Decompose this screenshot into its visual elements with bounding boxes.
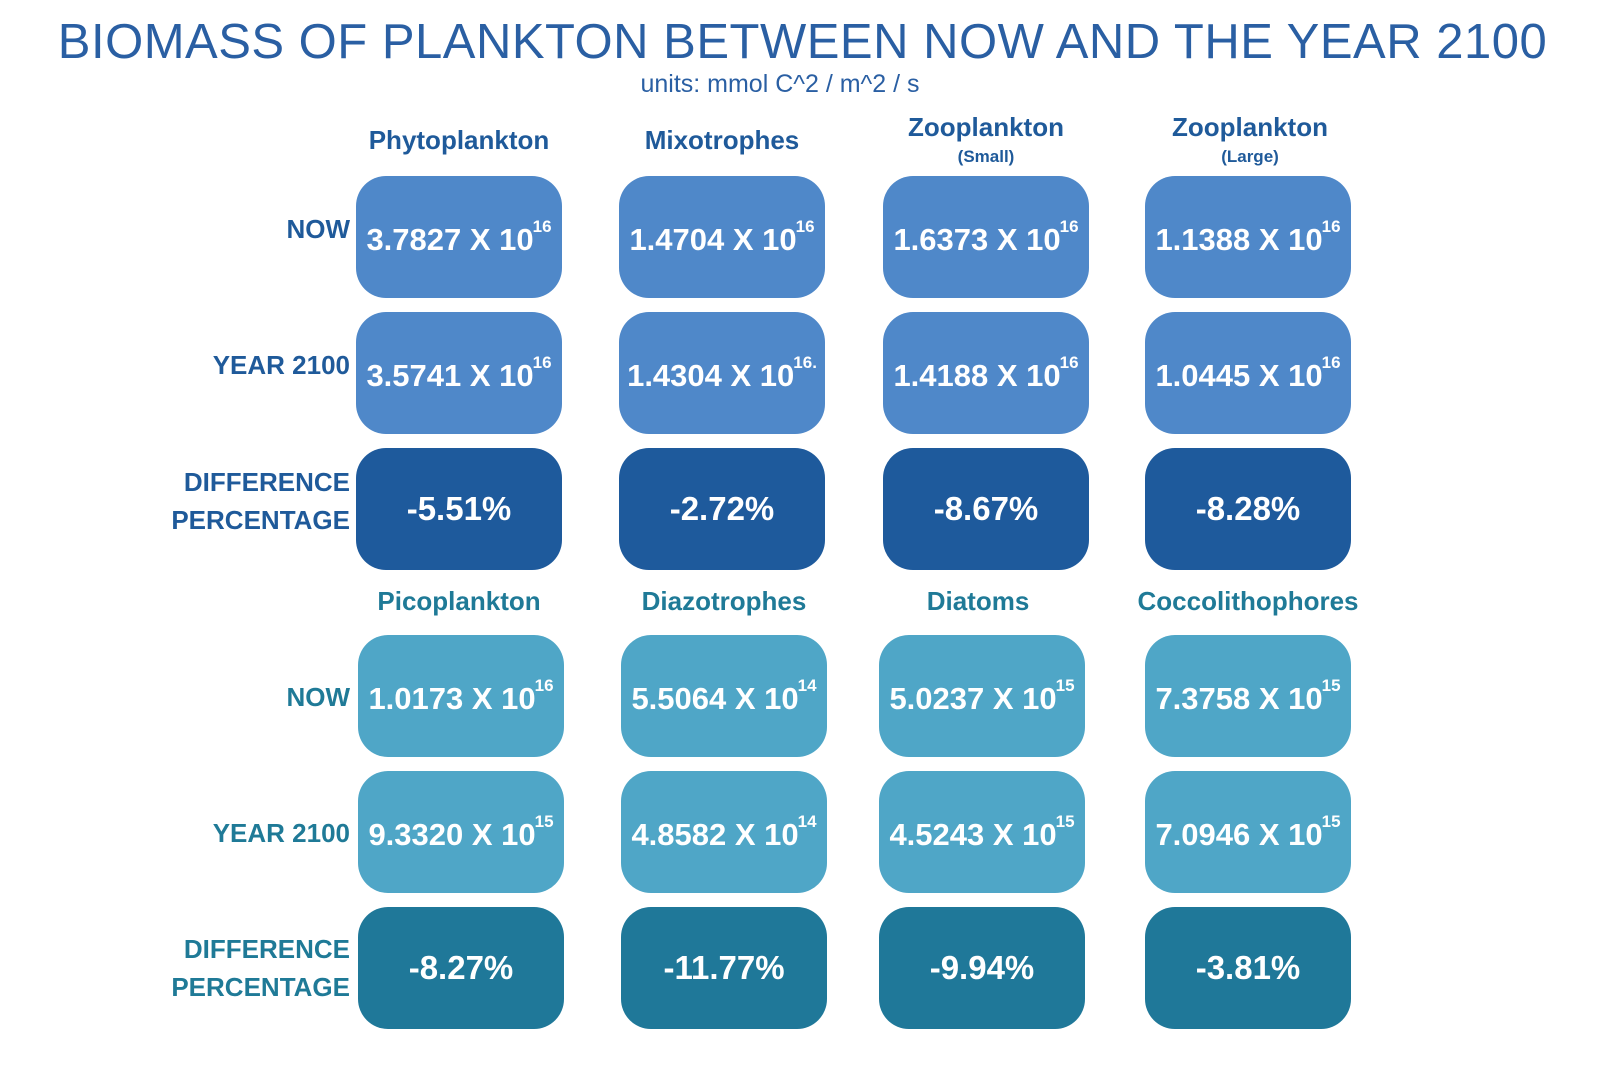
units-subtitle: units: mmol C^2 / m^2 / s [640, 70, 920, 98]
cell-picoplankton-2100: 9.3320 X 1015 [358, 771, 564, 893]
row-label-difference-2: DIFFERENCE PERCENTAGE [171, 934, 350, 1002]
cell-phytoplankton-2100: 3.5741 X 1016 [356, 312, 562, 434]
row-label-now-2: NOW [286, 682, 350, 712]
cell-coccolithophores-2100: 7.0946 X 1015 [1145, 771, 1351, 893]
col-subheader-small: (Small) [957, 147, 1015, 166]
col-header-diatoms: Diatoms [926, 586, 1030, 616]
cell-diazotrophes-diff: -11.77% [621, 907, 827, 1029]
col-header-zooplankton-small: Zooplankton (Small) [841, 112, 1131, 167]
row-label-difference: DIFFERENCE PERCENTAGE [171, 467, 350, 535]
col-header-zooplankton-large: Zooplankton (Large) [1105, 112, 1395, 167]
cell-diatoms-2100: 4.5243 X 1015 [879, 771, 1085, 893]
cell-mixotrophes-2100: 1.4304 X 1016. [619, 312, 825, 434]
cell-mixotrophes-diff: -2.72% [619, 448, 825, 570]
col-header-mixotrophes: Mixotrophes [644, 125, 800, 155]
cell-coccolithophores-now: 7.3758 X 1015 [1145, 635, 1351, 757]
page-title: BIOMASS OF PLANKTON BETWEEN NOW AND THE … [57, 15, 1548, 69]
col-header-picoplankton: Picoplankton [377, 586, 541, 616]
cell-diazotrophes-now: 5.5064 X 1014 [621, 635, 827, 757]
cell-zooplankton-large-diff: -8.28% [1145, 448, 1351, 570]
row-label-year-2100: YEAR 2100 [212, 350, 350, 380]
cell-diazotrophes-2100: 4.8582 X 1014 [621, 771, 827, 893]
col-header-coccolithophores: Coccolithophores [1137, 586, 1359, 616]
cell-zooplankton-large-now: 1.1388 X 1016 [1145, 176, 1351, 298]
cell-picoplankton-now: 1.0173 X 1016 [358, 635, 564, 757]
cell-diatoms-now: 5.0237 X 1015 [879, 635, 1085, 757]
col-header-diazotrophes: Diazotrophes [641, 586, 807, 616]
cell-mixotrophes-now: 1.4704 X 1016 [619, 176, 825, 298]
col-subheader-large: (Large) [1221, 147, 1279, 166]
cell-coccolithophores-diff: -3.81% [1145, 907, 1351, 1029]
cell-zooplankton-small-2100: 1.4188 X 1016 [883, 312, 1089, 434]
cell-phytoplankton-diff: -5.51% [356, 448, 562, 570]
row-label-now: NOW [286, 214, 350, 244]
cell-zooplankton-small-diff: -8.67% [883, 448, 1089, 570]
col-header-phytoplankton: Phytoplankton [368, 125, 550, 155]
cell-zooplankton-large-2100: 1.0445 X 1016 [1145, 312, 1351, 434]
cell-diatoms-diff: -9.94% [879, 907, 1085, 1029]
row-label-year-2100-2: YEAR 2100 [212, 818, 350, 848]
cell-zooplankton-small-now: 1.6373 X 1016 [883, 176, 1089, 298]
cell-picoplankton-diff: -8.27% [358, 907, 564, 1029]
cell-phytoplankton-now: 3.7827 X 1016 [356, 176, 562, 298]
